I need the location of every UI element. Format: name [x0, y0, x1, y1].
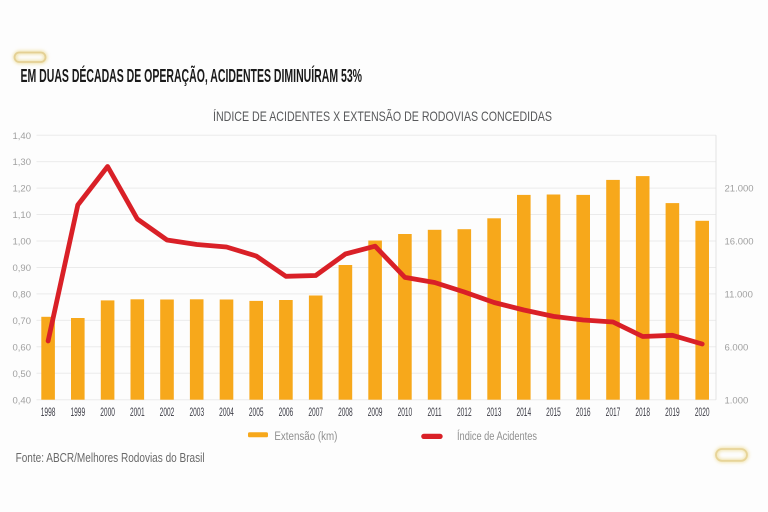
svg-text:2014: 2014 — [516, 406, 531, 420]
svg-text:2006: 2006 — [279, 406, 294, 420]
svg-text:2015: 2015 — [546, 406, 561, 420]
svg-text:2020: 2020 — [695, 406, 710, 420]
svg-text:0,70: 0,70 — [13, 316, 32, 327]
svg-text:2001: 2001 — [130, 406, 145, 420]
svg-text:2012: 2012 — [457, 406, 472, 420]
svg-text:16.000: 16.000 — [725, 237, 754, 248]
svg-text:0,90: 0,90 — [13, 263, 32, 274]
svg-text:1,20: 1,20 — [13, 184, 32, 195]
svg-text:0,80: 0,80 — [13, 290, 32, 301]
svg-text:2016: 2016 — [576, 406, 591, 420]
svg-text:0,60: 0,60 — [13, 342, 32, 353]
svg-text:2005: 2005 — [249, 406, 264, 420]
svg-text:Fonte: ABCR/Melhores Rodovias: Fonte: ABCR/Melhores Rodovias do Brasil — [16, 450, 205, 465]
svg-text:2018: 2018 — [635, 406, 650, 420]
svg-text:2000: 2000 — [100, 406, 115, 420]
svg-text:1999: 1999 — [70, 406, 85, 420]
svg-text:2008: 2008 — [338, 406, 353, 420]
svg-text:2011: 2011 — [428, 406, 442, 420]
svg-text:2017: 2017 — [606, 406, 621, 420]
svg-text:1.000: 1.000 — [725, 395, 749, 406]
svg-text:6.000: 6.000 — [725, 342, 749, 353]
svg-text:2004: 2004 — [219, 406, 234, 420]
svg-text:0,50: 0,50 — [13, 369, 32, 380]
svg-text:1,10: 1,10 — [13, 210, 32, 221]
svg-text:ÍNDICE DE ACIDENTES X EXTENSÃO: ÍNDICE DE ACIDENTES X EXTENSÃO DE RODOVI… — [213, 108, 552, 124]
svg-text:2013: 2013 — [487, 406, 502, 420]
svg-text:1,40: 1,40 — [13, 131, 32, 142]
svg-text:1,00: 1,00 — [13, 237, 32, 248]
svg-text:2003: 2003 — [189, 406, 204, 420]
svg-text:11.000: 11.000 — [725, 290, 753, 301]
svg-text:2002: 2002 — [160, 406, 175, 420]
svg-text:Extensão (km): Extensão (km) — [274, 431, 337, 443]
svg-text:EM DUAS DÉCADAS DE OPERAÇÃO, A: EM DUAS DÉCADAS DE OPERAÇÃO, ACIDENTES D… — [21, 65, 363, 86]
svg-text:1998: 1998 — [41, 406, 56, 420]
svg-text:2009: 2009 — [368, 406, 383, 420]
svg-text:2007: 2007 — [308, 406, 323, 420]
svg-text:1,30: 1,30 — [13, 157, 32, 168]
svg-text:0,40: 0,40 — [13, 395, 32, 406]
svg-text:21.000: 21.000 — [725, 184, 754, 195]
svg-text:Índice de Acidentes: Índice de Acidentes — [457, 430, 537, 443]
svg-text:2010: 2010 — [398, 406, 413, 420]
svg-text:2019: 2019 — [665, 406, 680, 420]
